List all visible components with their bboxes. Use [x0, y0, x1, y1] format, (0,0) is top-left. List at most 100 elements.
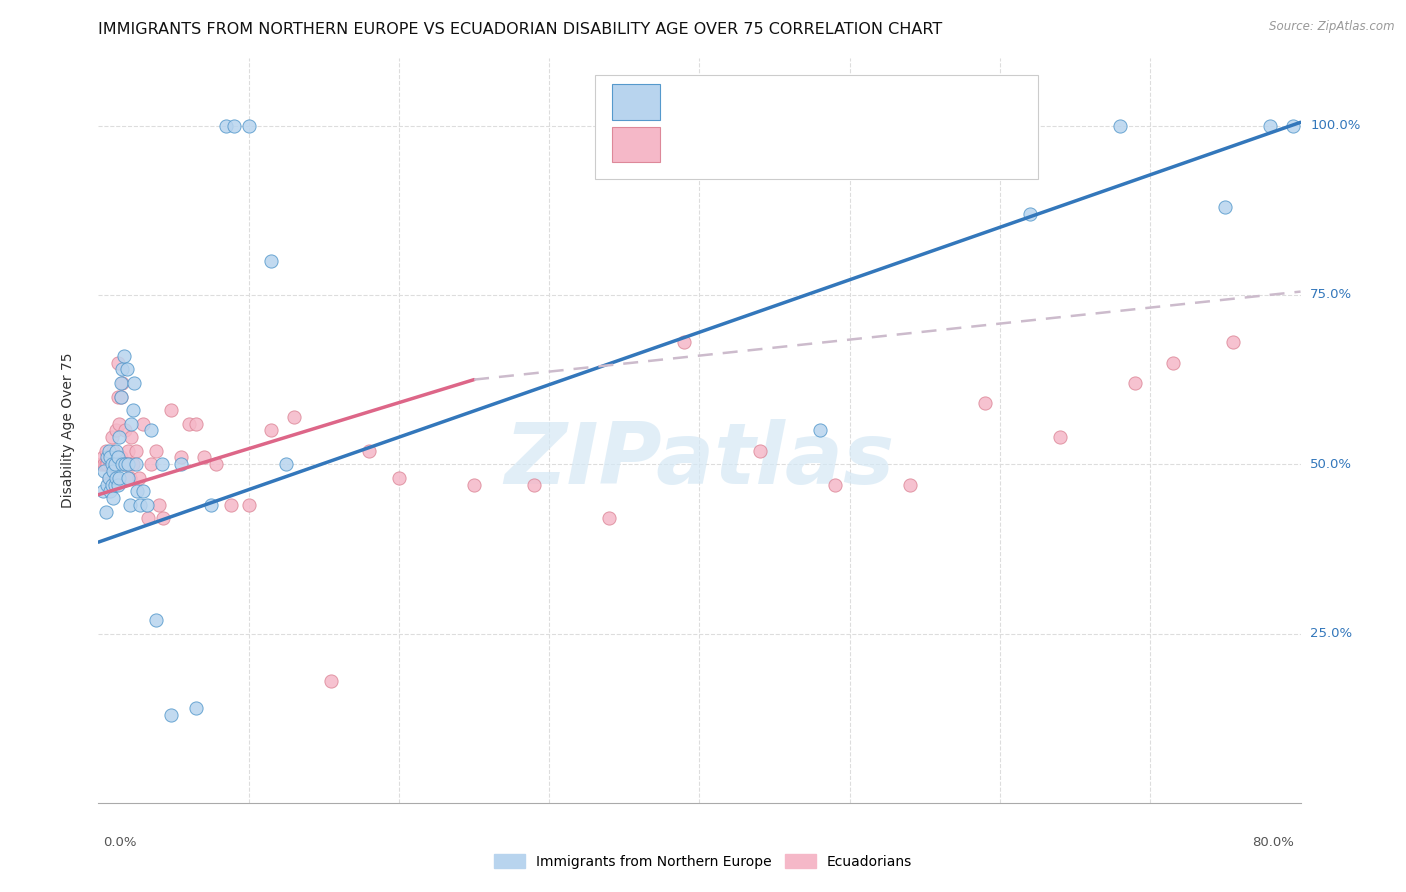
Point: [238, 498, 260, 512]
FancyBboxPatch shape: [612, 84, 659, 120]
FancyBboxPatch shape: [595, 75, 1039, 178]
Point: [100, 450, 122, 465]
Point: [93, 457, 115, 471]
Text: IMMIGRANTS FROM NORTHERN EUROPE VS ECUADORIAN DISABILITY AGE OVER 75 CORRELATION: IMMIGRANTS FROM NORTHERN EUROPE VS ECUAD…: [98, 22, 942, 37]
Point: [107, 390, 129, 404]
Point: [748, 443, 770, 458]
Point: [152, 511, 174, 525]
Point: [222, 119, 245, 133]
Point: [91, 484, 114, 499]
Point: [238, 119, 260, 133]
Point: [463, 477, 485, 491]
Point: [132, 417, 155, 431]
Point: [117, 443, 139, 458]
Point: [115, 457, 138, 471]
Point: [94, 505, 117, 519]
Text: R = 0.405   N = 60: R = 0.405 N = 60: [678, 136, 848, 153]
Point: [357, 443, 380, 458]
Legend: Immigrants from Northern Europe, Ecuadorians: Immigrants from Northern Europe, Ecuador…: [488, 849, 918, 874]
Point: [100, 450, 122, 465]
Point: [97, 471, 120, 485]
Point: [112, 457, 135, 471]
Point: [97, 443, 120, 458]
Point: [108, 471, 131, 485]
Point: [103, 491, 125, 505]
Point: [96, 477, 118, 491]
Point: [93, 464, 115, 478]
Point: [148, 498, 170, 512]
Point: [170, 450, 193, 465]
Point: [107, 356, 129, 370]
Text: 80.0%: 80.0%: [1251, 836, 1294, 849]
Point: [107, 450, 129, 465]
Point: [139, 424, 162, 438]
Point: [260, 254, 283, 268]
Point: [159, 403, 181, 417]
Point: [321, 673, 343, 688]
Point: [1123, 376, 1146, 390]
Point: [129, 498, 152, 512]
Point: [97, 471, 120, 485]
Point: [91, 450, 114, 465]
Point: [177, 417, 200, 431]
Point: [184, 417, 207, 431]
Point: [170, 457, 193, 471]
Point: [104, 457, 127, 471]
Point: [107, 477, 129, 491]
Point: [215, 119, 238, 133]
Point: [110, 450, 132, 465]
Point: [122, 403, 145, 417]
Point: [128, 471, 150, 485]
Point: [105, 471, 128, 485]
Point: [808, 424, 831, 438]
Point: [105, 424, 128, 438]
Point: [103, 464, 125, 478]
Point: [204, 457, 226, 471]
Text: Source: ZipAtlas.com: Source: ZipAtlas.com: [1270, 20, 1395, 33]
Point: [103, 443, 125, 458]
Text: Disability Age Over 75: Disability Age Over 75: [62, 352, 76, 508]
Point: [110, 390, 132, 404]
Point: [104, 477, 127, 491]
Point: [276, 457, 298, 471]
Point: [103, 457, 125, 471]
Point: [114, 424, 136, 438]
Point: [100, 457, 122, 471]
Point: [118, 498, 141, 512]
Point: [219, 498, 242, 512]
Point: [523, 477, 546, 491]
Point: [1109, 119, 1132, 133]
Point: [132, 484, 155, 499]
Point: [145, 443, 167, 458]
Point: [1049, 430, 1071, 444]
Point: [124, 376, 146, 390]
Point: [100, 484, 122, 499]
Point: [104, 471, 127, 485]
Point: [110, 390, 132, 404]
Point: [108, 417, 131, 431]
Point: [184, 701, 207, 715]
Point: [118, 471, 141, 485]
Point: [122, 457, 145, 471]
Point: [112, 349, 135, 363]
Point: [94, 457, 117, 471]
Point: [115, 362, 138, 376]
FancyBboxPatch shape: [612, 127, 659, 162]
Point: [1282, 119, 1305, 133]
Point: [824, 477, 846, 491]
Point: [127, 484, 149, 499]
Point: [1215, 200, 1237, 214]
Point: [145, 613, 167, 627]
Point: [150, 457, 173, 471]
Point: [125, 457, 148, 471]
Point: [135, 498, 157, 512]
Point: [101, 457, 124, 471]
Point: [101, 430, 124, 444]
Point: [105, 443, 128, 458]
Point: [125, 443, 148, 458]
Point: [1222, 335, 1244, 350]
Point: [96, 450, 118, 465]
Point: [136, 511, 159, 525]
Point: [108, 430, 131, 444]
Point: [101, 477, 124, 491]
